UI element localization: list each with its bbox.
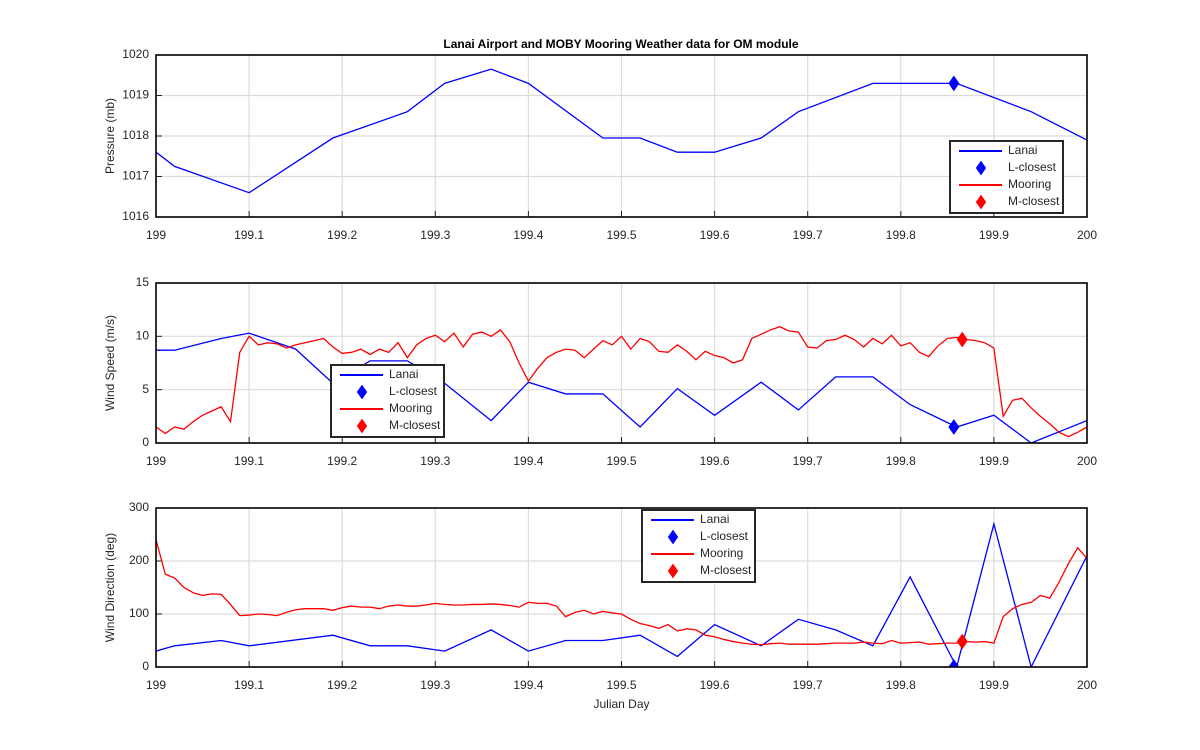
x-tick-label: 199.3	[420, 228, 450, 242]
legend-box	[330, 364, 445, 438]
y-tick-label: 1020	[122, 47, 149, 61]
x-tick-label: 199.7	[793, 454, 823, 468]
x-tick-label: 199	[146, 228, 166, 242]
legend-symbol	[975, 194, 987, 210]
legend-label: Mooring	[389, 401, 432, 415]
x-tick-label: 199.3	[420, 454, 450, 468]
x-tick-label: 199.6	[700, 454, 730, 468]
axes-frame	[155, 507, 1088, 668]
x-tick-label: 199.9	[979, 454, 1009, 468]
legend-label: Lanai	[1008, 143, 1037, 157]
x-tick-label: 199	[146, 678, 166, 692]
x-tick-label: 199.6	[700, 228, 730, 242]
legend-label: Lanai	[389, 367, 418, 381]
legend-symbol	[667, 529, 679, 545]
legend-symbol	[356, 418, 368, 434]
y-tick-label: 1018	[122, 128, 149, 142]
plot-area	[156, 68, 1087, 194]
y-tick-label: 1017	[122, 169, 149, 183]
y-tick-label: 5	[142, 382, 149, 396]
legend-label: M-closest	[700, 563, 752, 577]
plot-area	[156, 521, 1087, 667]
x-tick-label: 199.8	[886, 228, 916, 242]
x-tick-label: 199.5	[606, 454, 636, 468]
legend-label: L-closest	[700, 529, 749, 543]
legend-label: M-closest	[389, 418, 441, 432]
x-tick-label: 199.5	[606, 678, 636, 692]
x-tick-label: 200	[1077, 678, 1097, 692]
x-tick-label: 200	[1077, 228, 1097, 242]
legend-symbol	[667, 563, 679, 579]
x-tick-label: 200	[1077, 454, 1097, 468]
chart-title: Lanai Airport and MOBY Mooring Weather d…	[443, 37, 798, 51]
x-tick-label: 199.2	[327, 228, 357, 242]
x-tick-label: 199.2	[327, 454, 357, 468]
y-tick-label: 10	[136, 329, 150, 343]
plot-area	[156, 326, 1087, 443]
data-line	[156, 539, 1087, 646]
x-tick-label: 199.4	[513, 228, 543, 242]
closest-marker	[956, 331, 968, 348]
legend-label: L-closest	[389, 384, 438, 398]
data-line	[156, 68, 1087, 194]
closest-marker	[956, 633, 968, 650]
closest-marker	[948, 659, 960, 667]
data-line	[156, 332, 1087, 443]
y-tick-label: 0	[142, 435, 149, 449]
y-tick-label: 200	[129, 553, 149, 567]
closest-marker	[948, 75, 960, 92]
x-tick-label: 199.1	[234, 678, 264, 692]
x-tick-label: 199.4	[513, 678, 543, 692]
legend-symbol	[975, 160, 987, 176]
axes-frame	[155, 54, 1088, 218]
x-tick-label: 199	[146, 454, 166, 468]
data-line	[156, 521, 1087, 667]
x-tick-label: 199.5	[606, 228, 636, 242]
y-tick-label: 1019	[122, 88, 149, 102]
y-tick-label: 1016	[122, 209, 149, 223]
legend-box	[949, 140, 1064, 214]
x-tick-label: 199.6	[700, 678, 730, 692]
axes-frame	[155, 282, 1088, 444]
x-tick-label: 199.1	[234, 228, 264, 242]
x-tick-label: 199.1	[234, 454, 264, 468]
legend-label: L-closest	[1008, 160, 1057, 174]
y-axis-label: Wind Speed (m/s)	[103, 315, 117, 411]
x-tick-label: 199.2	[327, 678, 357, 692]
y-tick-label: 300	[129, 500, 149, 514]
legend-box	[641, 509, 756, 583]
y-tick-label: 15	[136, 275, 150, 289]
closest-marker	[948, 419, 960, 435]
x-tick-label: 199.7	[793, 678, 823, 692]
legend-label: Mooring	[700, 546, 743, 560]
y-tick-label: 100	[129, 606, 149, 620]
y-axis-label: Wind Direction (deg)	[103, 533, 117, 642]
y-tick-label: 0	[142, 659, 149, 673]
x-tick-label: 199.3	[420, 678, 450, 692]
x-tick-label: 199.4	[513, 454, 543, 468]
legend-label: Mooring	[1008, 177, 1051, 191]
legend-label: Lanai	[700, 512, 729, 526]
legend-symbol	[356, 384, 368, 400]
x-tick-label: 199.8	[886, 678, 916, 692]
legend-label: M-closest	[1008, 194, 1060, 208]
x-tick-label: 199.9	[979, 678, 1009, 692]
y-axis-label: Pressure (mb)	[103, 98, 117, 174]
x-tick-label: 199.9	[979, 228, 1009, 242]
x-tick-label: 199.7	[793, 228, 823, 242]
x-tick-label: 199.8	[886, 454, 916, 468]
x-axis-label: Julian Day	[593, 697, 649, 711]
data-line	[156, 326, 1087, 438]
